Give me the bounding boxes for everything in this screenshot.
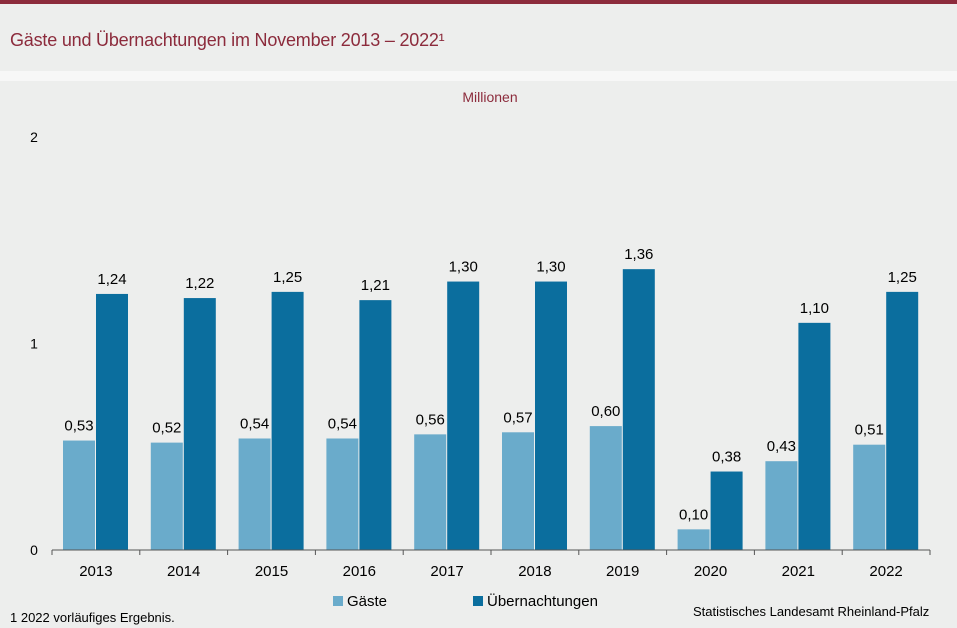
data-label-gaeste: 0,56 [416, 411, 445, 428]
data-label-uebernachtungen: 1,30 [449, 259, 478, 276]
x-tick-label: 2016 [343, 563, 376, 580]
x-tick-label: 2022 [869, 563, 902, 580]
unit-label: Millionen [462, 89, 518, 105]
data-label-gaeste: 0,54 [328, 415, 357, 432]
bar-uebernachtungen [622, 269, 655, 550]
data-label-gaeste: 0,57 [503, 409, 532, 426]
data-label-uebernachtungen: 0,38 [712, 449, 741, 466]
bar-uebernachtungen [886, 291, 919, 550]
bar-gaeste [589, 426, 622, 550]
bar-uebernachtungen [183, 298, 216, 550]
bar-gaeste [63, 440, 95, 550]
data-label-uebernachtungen: 1,24 [97, 271, 126, 288]
data-label-gaeste: 0,53 [64, 418, 93, 435]
bar-uebernachtungen [710, 471, 743, 550]
x-tick-label: 2015 [255, 563, 288, 580]
footnote: 1 2022 vorläufiges Ergebnis. [10, 610, 175, 625]
bar-uebernachtungen [96, 293, 128, 550]
x-tick-label: 2018 [518, 563, 551, 580]
x-tick-label: 2017 [430, 563, 463, 580]
chart-title: Gäste und Übernachtungen im November 201… [10, 30, 445, 50]
bar-uebernachtungen [535, 281, 567, 550]
data-label-gaeste: 0,60 [591, 403, 620, 420]
x-tick-label: 2021 [782, 563, 815, 580]
data-label-gaeste: 0,51 [855, 422, 884, 439]
legend-swatch-uebernachtungen [473, 596, 483, 607]
data-label-uebernachtungen: 1,36 [624, 246, 653, 263]
data-label-uebernachtungen: 1,30 [536, 259, 565, 276]
top-accent-bar [0, 0, 957, 4]
x-tick-label: 2020 [694, 563, 727, 580]
source-credit: Statistisches Landesamt Rheinland-Pfalz [693, 604, 930, 619]
bar-gaeste [238, 438, 271, 550]
bar-uebernachtungen [359, 300, 392, 550]
bar-uebernachtungen [447, 281, 480, 550]
x-tick-label: 2013 [79, 563, 112, 580]
bar-gaeste [414, 434, 447, 550]
y-tick-label: 2 [30, 129, 38, 145]
bar-uebernachtungen [271, 291, 304, 550]
legend-item-uebernachtungen: Übernachtungen [473, 593, 598, 610]
bar-gaeste [677, 529, 710, 550]
data-label-gaeste: 0,10 [679, 506, 708, 523]
data-label-uebernachtungen: 1,21 [361, 277, 390, 294]
data-label-gaeste: 0,43 [767, 438, 796, 455]
bar-gaeste [150, 442, 183, 550]
legend-label-uebernachtungen: Übernachtungen [487, 593, 598, 610]
data-label-gaeste: 0,54 [240, 415, 269, 432]
bar-gaeste [326, 438, 359, 550]
data-label-uebernachtungen: 1,22 [185, 275, 214, 292]
legend-swatch-gaeste [333, 596, 343, 607]
legend-item-gaeste: Gäste [333, 593, 387, 610]
data-label-uebernachtungen: 1,25 [273, 269, 302, 286]
legend-label-gaeste: Gäste [347, 593, 388, 610]
bar-gaeste [502, 432, 534, 550]
chart-header: Gäste und Übernachtungen im November 201… [0, 4, 957, 71]
y-tick-label: 0 [30, 542, 38, 558]
header-divider [0, 71, 957, 81]
x-tick-label: 2014 [167, 563, 200, 580]
bar-uebernachtungen [798, 322, 831, 550]
data-label-uebernachtungen: 1,25 [888, 269, 917, 286]
x-tick-label: 2019 [606, 563, 639, 580]
data-label-gaeste: 0,52 [152, 420, 181, 437]
y-tick-label: 1 [30, 336, 38, 352]
data-label-uebernachtungen: 1,10 [800, 300, 829, 317]
bar-gaeste [765, 461, 798, 550]
bar-gaeste [853, 444, 886, 550]
